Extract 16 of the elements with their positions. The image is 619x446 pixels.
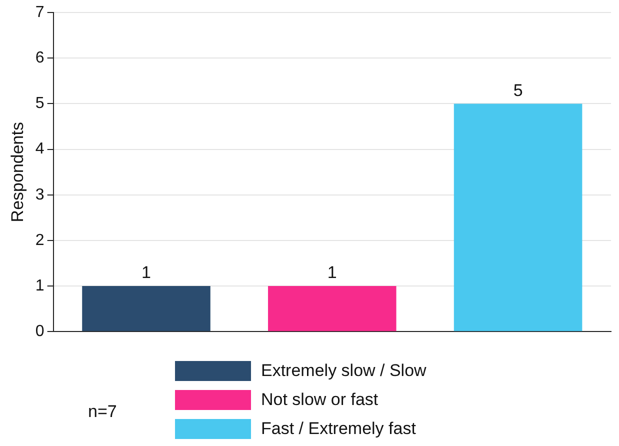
text: n=7 xyxy=(88,402,117,422)
y-tick-label: 6 xyxy=(35,50,44,67)
data-label: 1 xyxy=(327,263,337,282)
legend-label: Not slow or fast xyxy=(261,390,378,410)
y-axis-title: Respondents xyxy=(8,122,27,222)
data-label: 1 xyxy=(142,263,151,282)
legend-label: Fast / Extremely fast xyxy=(261,418,416,438)
y-tick-label: 1 xyxy=(35,277,44,294)
y-tick-label: 2 xyxy=(35,232,44,249)
y-tick-label: 7 xyxy=(35,4,44,22)
legend-label: Extremely slow / Slow xyxy=(261,360,426,380)
y-tick-label: 5 xyxy=(35,95,44,112)
data-label: 5 xyxy=(513,80,523,100)
y-tick-label: 0 xyxy=(35,323,44,340)
y-tick-label: 4 xyxy=(35,140,44,158)
y-tick-label: 3 xyxy=(35,186,44,204)
